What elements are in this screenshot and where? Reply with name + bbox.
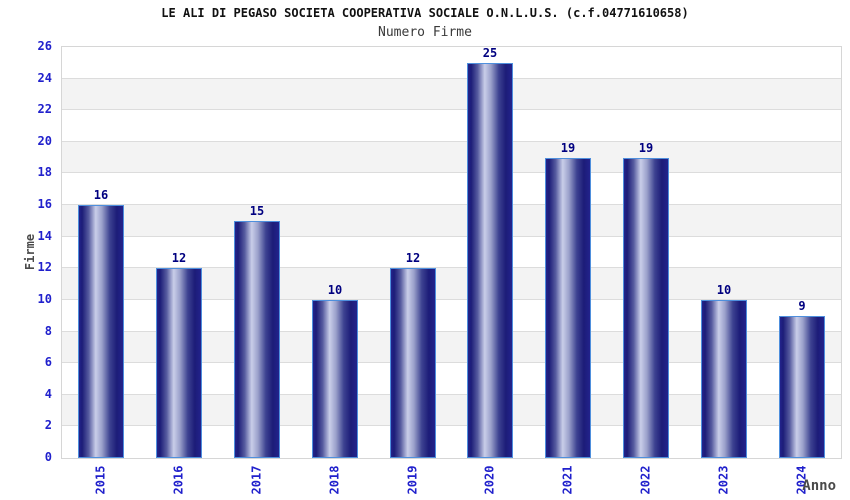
x-tick-label: 2021 <box>560 465 574 495</box>
bar-2023 <box>701 300 747 458</box>
chart-subtitle: Numero Firme <box>378 25 472 40</box>
y-tick-label: 22 <box>37 102 52 117</box>
plot-band <box>62 110 841 142</box>
y-tick-label: 0 <box>44 450 52 464</box>
x-tick-label: 2018 <box>327 465 341 495</box>
plot-band <box>62 47 841 79</box>
bar-2020 <box>467 63 513 458</box>
y-tick-label: 26 <box>37 39 52 53</box>
gridline <box>62 172 841 173</box>
gridline <box>62 299 841 300</box>
plot-band <box>62 141 841 174</box>
y-tick-label: 4 <box>44 386 52 401</box>
gridline <box>62 78 841 79</box>
x-tick-label: 2016 <box>171 465 185 495</box>
bar-value-label: 10 <box>327 283 343 297</box>
y-tick-label: 10 <box>37 291 52 306</box>
y-tick-label: 14 <box>37 228 52 243</box>
plot-band <box>62 236 841 269</box>
gridline <box>62 362 841 363</box>
y-tick-label: 18 <box>37 165 52 180</box>
bar-2015 <box>78 205 124 458</box>
y-tick-label: 16 <box>37 197 52 212</box>
bar-value-label: 19 <box>638 141 654 155</box>
plot-band <box>62 173 841 206</box>
x-tick-label: 2015 <box>93 465 107 495</box>
bar-2024 <box>779 316 825 458</box>
gridline <box>62 267 841 268</box>
y-tick-label: 24 <box>37 70 52 85</box>
x-tick-label: 2019 <box>405 465 419 495</box>
bar-value-label: 19 <box>560 141 576 155</box>
y-tick-label: 12 <box>37 260 52 275</box>
gridline <box>62 331 841 332</box>
bar-2021 <box>545 158 591 458</box>
gridline <box>62 109 841 110</box>
bar-2016 <box>156 268 202 458</box>
bar-2017 <box>234 221 280 458</box>
y-tick-label: 20 <box>37 133 52 148</box>
plot-band <box>62 78 841 111</box>
bar-value-label: 16 <box>93 188 109 202</box>
bar-2022 <box>623 158 669 458</box>
plot-area: 16 12 15 10 12 25 19 19 10 9 <box>61 46 842 459</box>
y-tick-label: 8 <box>44 323 52 338</box>
bar-2018 <box>312 300 358 458</box>
bar-value-label: 12 <box>171 251 187 265</box>
bar-2019 <box>390 268 436 458</box>
chart-title: LE ALI DI PEGASO SOCIETA COOPERATIVA SOC… <box>161 6 689 20</box>
plot-band <box>62 205 841 237</box>
x-axis-title: Anno <box>802 478 836 494</box>
gridline <box>62 236 841 237</box>
x-tick-label: 2017 <box>249 465 263 495</box>
y-tick-label: 2 <box>44 418 52 433</box>
gridline <box>62 204 841 205</box>
gridline <box>62 394 841 395</box>
bar-value-label: 10 <box>716 283 732 297</box>
x-tick-label: 2022 <box>638 465 652 495</box>
gridline <box>62 425 841 426</box>
bar-value-label: 12 <box>405 251 421 265</box>
x-tick-label: 2020 <box>482 465 496 495</box>
gridline <box>62 141 841 142</box>
bar-value-label: 25 <box>482 46 498 60</box>
x-tick-label: 2023 <box>716 465 730 495</box>
bar-value-label: 9 <box>798 299 806 313</box>
y-tick-label: 6 <box>44 355 52 370</box>
bar-value-label: 15 <box>249 204 265 218</box>
